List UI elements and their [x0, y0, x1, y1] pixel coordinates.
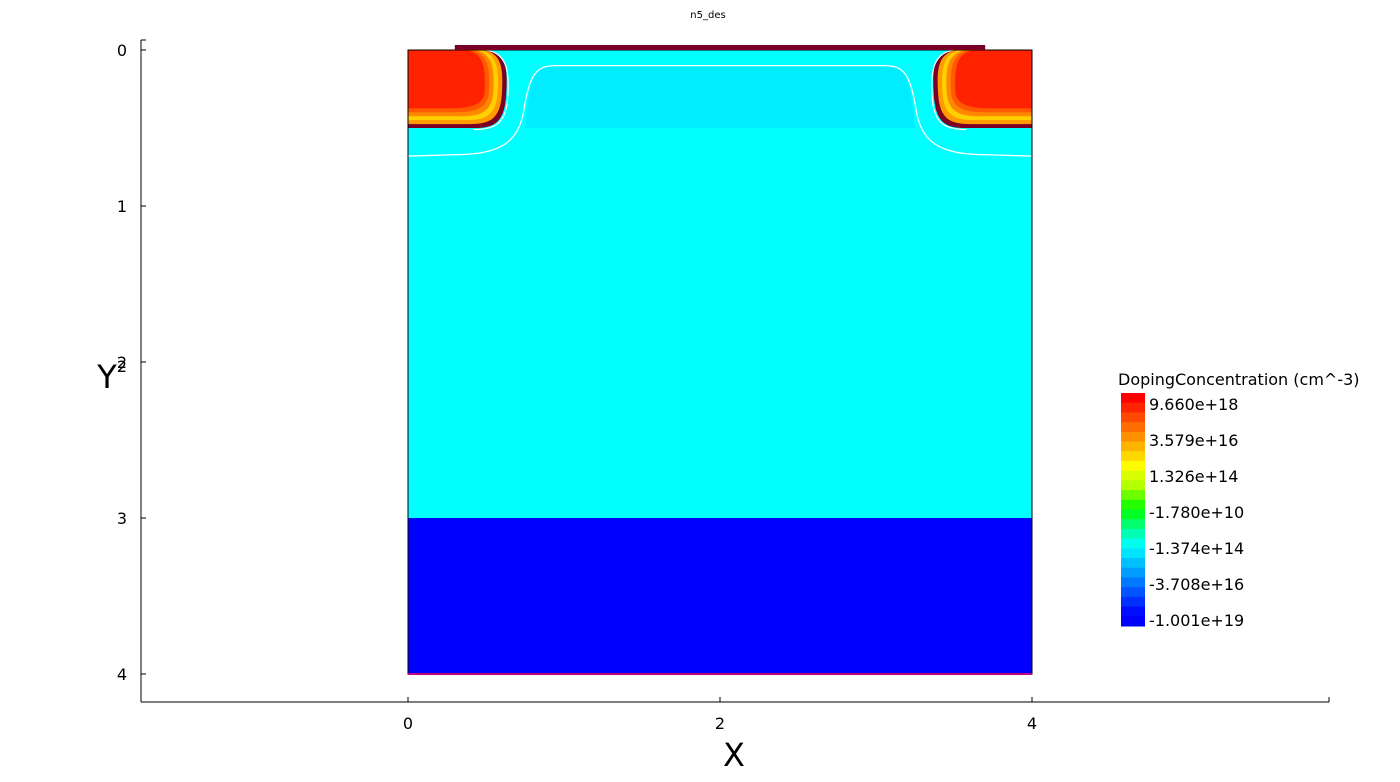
colorbar-swatch [1121, 490, 1145, 501]
region-right-implant [931, 49, 1032, 131]
colorbar-label: -3.708e+16 [1149, 575, 1244, 594]
colorbar-swatch [1121, 606, 1145, 617]
y-tick-label: 3 [117, 509, 127, 528]
left-implant-contour [473, 49, 509, 131]
colorbar-swatch [1121, 567, 1145, 578]
region-left-implant [408, 49, 509, 131]
y-tick-label: 0 [117, 41, 127, 60]
colorbar-legend: DopingConcentration (cm^-3) 9.660e+18 3.5… [1118, 370, 1360, 630]
colorbar-swatch [1121, 460, 1145, 472]
region-top-contact [454, 45, 986, 50]
colorbar-swatch [1121, 538, 1145, 549]
colorbar-swatch [1121, 393, 1145, 404]
doping-regions [407, 45, 1033, 675]
colorbar-label: 1.326e+14 [1149, 467, 1238, 486]
colorbar-label: 3.579e+16 [1149, 431, 1238, 450]
colorbar-swatch [1121, 441, 1145, 452]
colorbar-swatch [1121, 519, 1145, 530]
y-axis-label: Y [96, 358, 117, 396]
colorbar-swatch [1121, 470, 1145, 481]
colorbar-swatch [1121, 616, 1145, 627]
right-implant-band-5 [955, 50, 1032, 109]
colorbar-swatch [1121, 596, 1145, 608]
colorbar-swatch [1121, 577, 1145, 588]
x-tick-label: 2 [715, 714, 725, 733]
colorbar-swatch [1121, 451, 1145, 462]
colorbar-swatch [1121, 499, 1145, 510]
y-tick-label: 4 [117, 665, 127, 684]
colorbar-swatch [1121, 548, 1145, 559]
colorbar-label: 9.660e+18 [1149, 395, 1238, 414]
x-tick-label: 4 [1027, 714, 1037, 733]
colorbar-label: -1.001e+19 [1149, 611, 1244, 630]
colorbar-swatch [1121, 422, 1145, 433]
x-axis-label: X [723, 736, 745, 774]
colorbar-title: DopingConcentration (cm^-3) [1118, 370, 1360, 389]
colorbar-label: -1.780e+10 [1149, 503, 1244, 522]
chart-title: n5_des [690, 10, 725, 21]
junction-contour [407, 64, 1033, 157]
colorbar-swatch [1121, 587, 1145, 598]
colorbar-swatch [1121, 402, 1145, 413]
colorbar-swatch [1121, 480, 1145, 491]
colorbar-swatch [1121, 528, 1145, 540]
region-bottom-contact [408, 673, 1032, 675]
right-implant-contour [931, 49, 967, 131]
y-tick-label: 2 [117, 353, 127, 372]
region-channel-top [525, 65, 915, 128]
colorbar-swatch [1121, 558, 1145, 569]
region-bottom-layer [408, 518, 1032, 674]
colorbar-swatch [1121, 509, 1145, 520]
x-tick-label: 0 [403, 714, 413, 733]
y-axis-label-superscript: 2 [117, 357, 127, 376]
axes [140, 39, 1330, 703]
colorbar-label: -1.374e+14 [1149, 539, 1244, 558]
colorbar-swatch [1121, 431, 1145, 443]
y-tick-label: 1 [117, 197, 127, 216]
left-implant-band-5 [408, 50, 485, 109]
colorbar-swatch [1121, 412, 1145, 423]
